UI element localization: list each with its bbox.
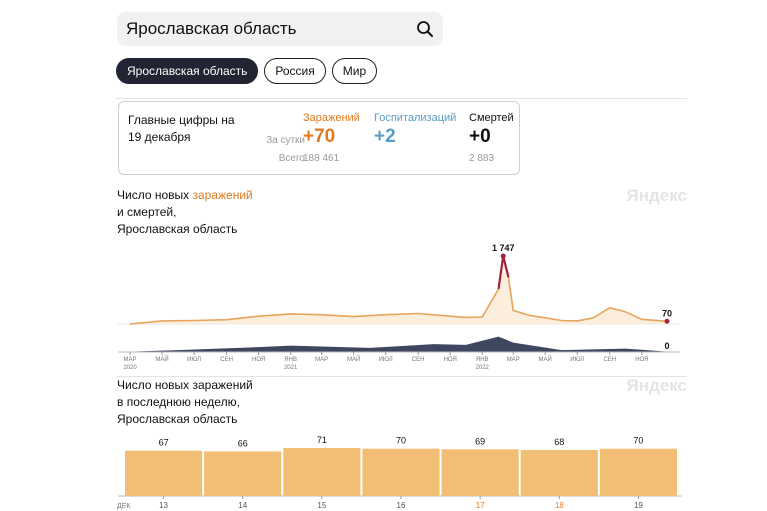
search-input[interactable]: Ярославская область	[126, 19, 297, 38]
bar	[125, 450, 203, 496]
x-tick-label: 13	[159, 501, 168, 510]
x-tick-label: 19	[634, 501, 643, 510]
bar	[204, 451, 282, 496]
deaths-label: Смертей	[469, 112, 514, 124]
x-tick-label: МАЙ	[539, 355, 552, 363]
bar	[441, 449, 519, 496]
x-tick-label: 15	[317, 501, 326, 510]
search-box[interactable]: Ярославская область	[117, 12, 443, 46]
chart2-title-line2: в последнюю неделю,	[117, 395, 240, 409]
x-tick-year: 2020	[123, 365, 137, 371]
point-label: 1 747	[492, 243, 515, 253]
bar-value-label: 68	[554, 437, 564, 447]
deaths-area	[129, 336, 668, 353]
x-tick-label: ЯНВ	[476, 357, 489, 363]
deaths-total: 2 883	[469, 153, 495, 164]
x-tick-label: СЕН	[603, 357, 616, 363]
summary-title: Главные цифры на 19 декабря	[128, 113, 235, 144]
bar-value-label: 70	[396, 436, 406, 446]
bar-value-label: 66	[238, 438, 248, 448]
deaths-column: Смертей +0 2 883	[469, 112, 514, 164]
bar	[599, 448, 677, 496]
point-label: 70	[662, 308, 672, 318]
chart1-title: Число новых заражений и смертей, Ярослав…	[117, 187, 253, 238]
x-tick-label: НОЯ	[635, 357, 648, 363]
chart1-title-b: заражений	[192, 188, 253, 202]
summary-card: Главные цифры на 19 декабря За сутки Все…	[118, 101, 520, 175]
x-tick-label: ИЮЛ	[570, 357, 584, 363]
x-tick-label: МАЙ	[347, 355, 360, 363]
chart1-title-a: Число новых	[117, 188, 193, 202]
x-tick-year: 2022	[476, 365, 490, 371]
bar-value-label: 71	[317, 435, 327, 445]
bar-value-label: 67	[159, 438, 169, 448]
hospital-daily: +2	[374, 126, 396, 147]
chip-yaroslavl[interactable]: Ярославская область	[116, 58, 259, 84]
x-tick-label: МАР	[123, 357, 136, 363]
point-label: 20	[498, 0, 508, 2]
bar	[362, 448, 440, 496]
x-tick-label: МАР	[315, 357, 328, 363]
chart2-title: Число новых заражений в последнюю неделю…	[117, 377, 253, 428]
x-tick-label: СЕН	[220, 357, 233, 363]
x-tick-label: МАР	[507, 357, 520, 363]
row-label-total: Всего	[278, 153, 305, 164]
chart2-title-line3: Ярославская область	[117, 412, 238, 426]
infections-daily: +70	[303, 126, 336, 147]
x-tick-label: 16	[397, 501, 406, 510]
divider	[116, 376, 687, 377]
x-tick-label: 18	[555, 501, 564, 510]
infections-column: Заражений +70 188 461	[303, 112, 360, 164]
divider	[116, 98, 687, 99]
infections-area	[130, 256, 667, 324]
x-tick-label: ЯНВ	[284, 357, 297, 363]
x-tick-label: НОЯ	[444, 357, 457, 363]
infections-line	[129, 255, 668, 325]
bar	[520, 450, 598, 496]
point-label: 0	[664, 341, 669, 351]
chip-russia[interactable]: Россия	[264, 58, 326, 84]
peak-point	[500, 253, 506, 259]
chip-world[interactable]: Мир	[331, 58, 378, 84]
infections-total: 188 461	[303, 153, 340, 164]
search-icon[interactable]	[416, 20, 434, 38]
hospital-column: Госпитализаций +2	[374, 112, 456, 148]
row-label-daily: За сутки	[266, 135, 305, 146]
x-tick-label: СЕН	[412, 357, 425, 363]
yandex-watermark: Яндекс	[626, 186, 687, 205]
x-tick-label: 14	[238, 501, 247, 510]
x-tick-label: ИЮЛ	[379, 357, 393, 363]
x-axis-month: ДЕК	[117, 503, 131, 510]
chart1-title-line2: и смертей,	[117, 205, 177, 219]
chart2-title-line1: Число новых заражений	[117, 378, 253, 392]
x-tick-year: 2021	[284, 365, 298, 371]
infections-label: Заражений	[303, 112, 360, 124]
x-tick-label: ИЮЛ	[187, 357, 201, 363]
chart1-title-line3: Ярославская область	[117, 222, 238, 236]
yandex-watermark: Яндекс	[626, 376, 687, 395]
bar	[283, 448, 361, 496]
hospital-label: Госпитализаций	[374, 112, 457, 124]
last-point	[664, 318, 670, 324]
bar-value-label: 69	[475, 436, 485, 446]
region-chips: Ярославская область Россия Мир	[116, 58, 378, 84]
x-tick-label: МАЙ	[155, 355, 168, 363]
x-tick-label: НОЯ	[252, 357, 265, 363]
deaths-daily: +0	[469, 126, 491, 147]
bar-value-label: 70	[633, 436, 643, 446]
x-tick-label: 17	[476, 501, 485, 510]
